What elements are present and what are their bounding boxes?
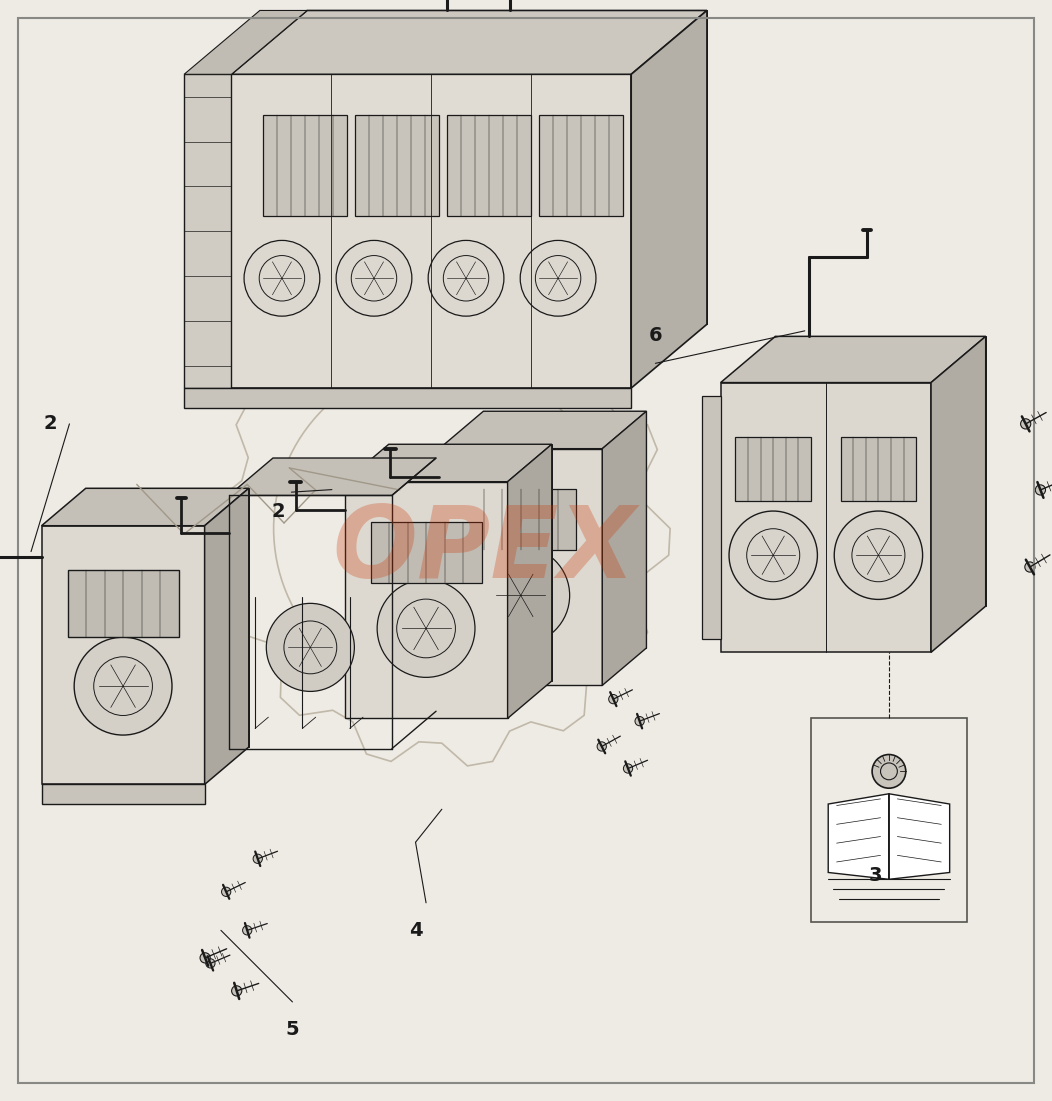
Text: 3: 3 <box>869 865 882 885</box>
Text: 6: 6 <box>649 326 662 346</box>
Polygon shape <box>184 10 307 75</box>
Bar <box>355 116 439 216</box>
Polygon shape <box>508 445 552 718</box>
Circle shape <box>834 511 923 599</box>
Circle shape <box>598 742 606 751</box>
Polygon shape <box>602 411 646 685</box>
Circle shape <box>266 603 355 691</box>
Bar <box>841 436 916 501</box>
Circle shape <box>74 637 173 735</box>
Polygon shape <box>184 75 231 389</box>
Polygon shape <box>389 445 552 680</box>
Polygon shape <box>307 10 707 324</box>
Polygon shape <box>228 458 436 495</box>
Polygon shape <box>42 489 249 526</box>
Bar <box>67 569 179 637</box>
Text: 2: 2 <box>44 414 57 434</box>
Polygon shape <box>184 389 631 407</box>
Polygon shape <box>483 411 646 647</box>
Bar <box>370 522 482 584</box>
Circle shape <box>428 240 504 316</box>
Circle shape <box>729 511 817 599</box>
Circle shape <box>243 926 251 935</box>
Circle shape <box>200 952 210 963</box>
Polygon shape <box>721 382 931 652</box>
Circle shape <box>244 240 320 316</box>
Circle shape <box>231 985 242 996</box>
Bar <box>539 116 623 216</box>
Circle shape <box>471 546 570 644</box>
Text: 4: 4 <box>409 920 422 940</box>
Text: OPEX: OPEX <box>332 502 635 599</box>
Bar <box>447 116 530 216</box>
Circle shape <box>336 240 411 316</box>
Circle shape <box>377 579 476 677</box>
Polygon shape <box>828 794 889 880</box>
Polygon shape <box>775 336 986 606</box>
Polygon shape <box>702 396 721 639</box>
Polygon shape <box>231 75 631 389</box>
Circle shape <box>1035 484 1046 495</box>
Polygon shape <box>231 10 707 75</box>
Polygon shape <box>931 336 986 652</box>
Circle shape <box>635 717 644 726</box>
Circle shape <box>254 854 262 863</box>
Bar <box>42 784 204 804</box>
Circle shape <box>1025 562 1035 573</box>
Polygon shape <box>631 10 707 389</box>
Polygon shape <box>204 489 249 784</box>
Polygon shape <box>889 794 950 880</box>
Polygon shape <box>440 449 602 685</box>
Text: 5: 5 <box>286 1020 299 1039</box>
Polygon shape <box>86 489 249 746</box>
Circle shape <box>206 959 215 968</box>
Bar <box>263 116 346 216</box>
Circle shape <box>222 887 230 896</box>
Bar <box>811 718 967 922</box>
Text: 2: 2 <box>272 502 285 522</box>
Circle shape <box>872 754 906 788</box>
Circle shape <box>609 695 618 704</box>
Polygon shape <box>440 411 646 449</box>
Bar <box>465 489 576 550</box>
Circle shape <box>624 764 632 773</box>
Polygon shape <box>721 336 986 382</box>
Circle shape <box>520 240 595 316</box>
Polygon shape <box>42 526 204 784</box>
Polygon shape <box>345 482 508 718</box>
Bar <box>735 436 811 501</box>
Circle shape <box>1020 418 1031 429</box>
Polygon shape <box>345 445 552 482</box>
